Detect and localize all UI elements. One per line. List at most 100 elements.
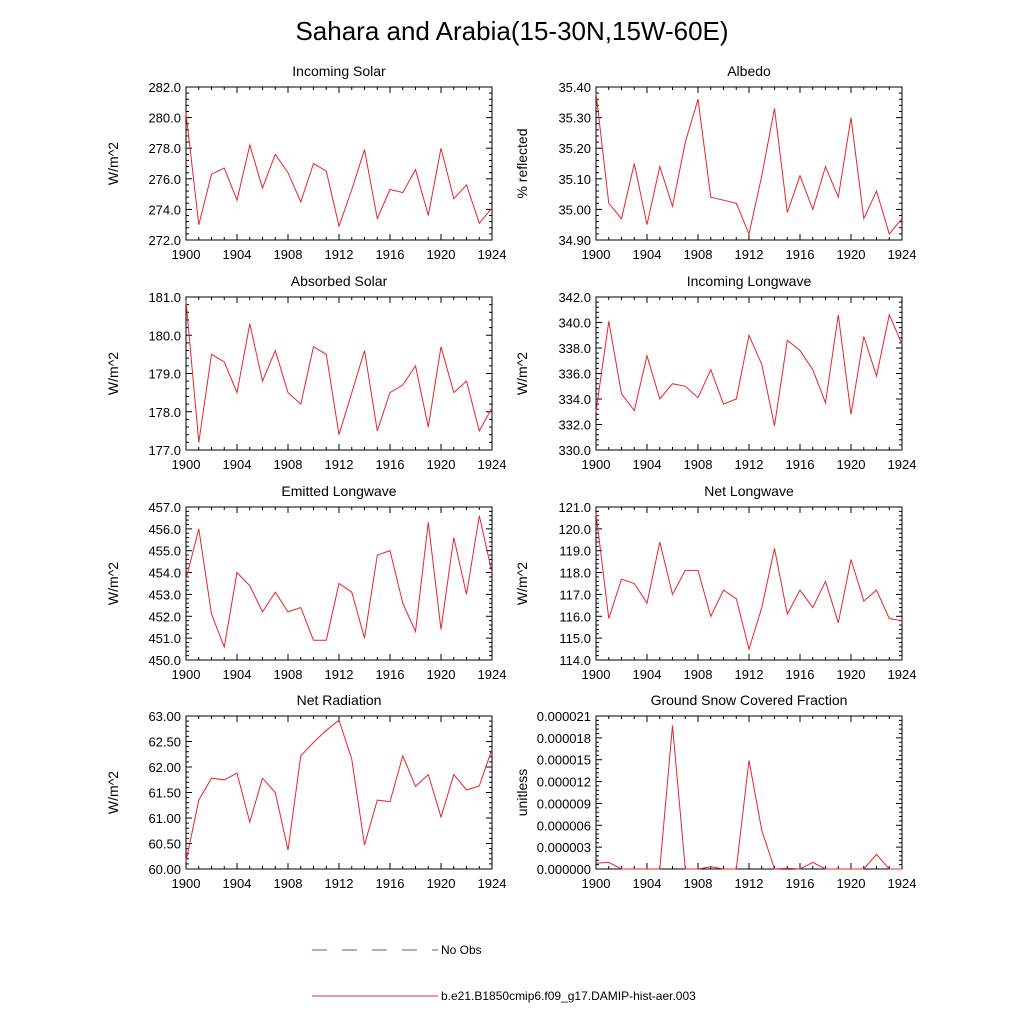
- x-tick-label: 1904: [223, 667, 252, 682]
- x-tick-label: 1904: [633, 457, 662, 472]
- x-tick-label: 1900: [582, 457, 611, 472]
- x-tick-label: 1920: [837, 667, 866, 682]
- panel-1: 1900 1904 1908 1912 1916 1920 1924 34.90 35.00 35…: [514, 63, 916, 262]
- x-tick-label: 1924: [888, 876, 917, 891]
- y-axis-label: W/m^2: [105, 142, 121, 185]
- x-tick-label: 1912: [325, 457, 354, 472]
- y-tick-label: 278.0: [148, 141, 181, 156]
- plot-frame: [595, 296, 903, 451]
- x-tick-label: 1924: [478, 667, 507, 682]
- x-tick-label: 1916: [786, 876, 815, 891]
- x-tick-label: 1920: [427, 667, 456, 682]
- y-tick-label: 121.0: [558, 500, 591, 515]
- series-line-0: [595, 725, 902, 870]
- y-tick-label: 0.000012: [537, 775, 591, 790]
- y-tick-label: 61.50: [148, 786, 181, 801]
- x-tick-label: 1912: [735, 247, 764, 262]
- x-tick-label: 1924: [888, 667, 917, 682]
- panel-2: 1900 1904 1908 1912 1916 1920 1924 177.0 178.0 17…: [105, 273, 506, 472]
- x-tick-label: 1924: [478, 876, 507, 891]
- y-tick-label: 282.0: [148, 80, 181, 95]
- x-tick-label: 1900: [172, 876, 201, 891]
- y-tick-label: 35.00: [558, 202, 591, 217]
- x-tick-label: 1916: [786, 667, 815, 682]
- series-line-0: [595, 513, 903, 651]
- x-tick-label: 1912: [325, 667, 354, 682]
- y-tick-label: 115.0: [559, 631, 591, 646]
- series-line-0: [185, 515, 493, 649]
- y-tick-label: 60.50: [148, 837, 181, 852]
- y-axis-label: W/m^2: [514, 562, 530, 605]
- y-tick-label: 35.20: [558, 141, 591, 156]
- y-tick-label: 116.0: [559, 609, 591, 624]
- y-tick-label: 179.0: [148, 367, 181, 382]
- series-line-0: [185, 300, 493, 443]
- x-tick-label: 1912: [325, 876, 354, 891]
- plot-frame: [595, 506, 903, 661]
- y-tick-label: 452.0: [148, 609, 181, 624]
- panel-3: 1900 1904 1908 1912 1916 1920 1924 330.0 332.0 33…: [514, 273, 916, 472]
- panel-title: Albedo: [727, 63, 771, 79]
- x-tick-label: 1900: [582, 247, 611, 262]
- x-tick-label: 1900: [172, 667, 201, 682]
- y-axis-label: W/m^2: [105, 352, 121, 395]
- y-tick-label: 274.0: [148, 202, 181, 217]
- y-tick-label: 336.0: [558, 367, 591, 382]
- panel-title: Ground Snow Covered Fraction: [651, 692, 848, 708]
- y-tick-label: 453.0: [148, 587, 181, 602]
- y-tick-label: 342.0: [558, 290, 591, 305]
- x-tick-label: 1904: [223, 876, 252, 891]
- x-tick-label: 1920: [837, 876, 866, 891]
- series-line-0: [595, 313, 903, 426]
- x-tick-label: 1912: [735, 457, 764, 472]
- x-tick-label: 1924: [478, 247, 507, 262]
- panel-7: 1900 1904 1908 1912 1916 1920 1924 0.000000 0.00…: [514, 692, 916, 891]
- x-tick-label: 1916: [376, 457, 405, 472]
- y-tick-label: 455.0: [148, 544, 181, 559]
- panel-5: 1900 1904 1908 1912 1916 1920 1924 114.0 115.0 11…: [514, 483, 916, 682]
- y-tick-label: 0.000018: [537, 731, 591, 746]
- y-tick-label: 114.0: [559, 653, 591, 668]
- x-tick-label: 1908: [684, 667, 713, 682]
- series-line-0: [185, 112, 493, 228]
- y-tick-label: 332.0: [558, 418, 591, 433]
- x-tick-label: 1920: [837, 457, 866, 472]
- y-axis-label: W/m^2: [105, 562, 121, 605]
- y-tick-label: 280.0: [148, 111, 181, 126]
- y-tick-label: 457.0: [148, 500, 181, 515]
- y-tick-label: 456.0: [148, 522, 181, 537]
- y-tick-label: 181.0: [148, 290, 181, 305]
- panel-title: Net Longwave: [704, 483, 794, 499]
- x-tick-label: 1908: [684, 876, 713, 891]
- x-tick-label: 1924: [478, 457, 507, 472]
- y-tick-label: 0.000000: [537, 862, 591, 877]
- y-tick-label: 454.0: [148, 566, 181, 581]
- x-tick-label: 1924: [888, 457, 917, 472]
- x-tick-label: 1916: [786, 247, 815, 262]
- y-tick-label: 330.0: [558, 443, 591, 458]
- series-line-0: [595, 93, 903, 236]
- panel-title: Emitted Longwave: [281, 483, 396, 499]
- plot-frame: [185, 715, 493, 870]
- x-tick-label: 1908: [274, 667, 303, 682]
- x-tick-label: 1900: [582, 667, 611, 682]
- plot-frame: [595, 86, 903, 241]
- x-tick-label: 1920: [427, 247, 456, 262]
- x-tick-label: 1916: [376, 667, 405, 682]
- y-tick-label: 0.000006: [537, 818, 591, 833]
- x-tick-label: 1904: [633, 667, 662, 682]
- x-tick-label: 1904: [223, 247, 252, 262]
- y-axis-label: W/m^2: [514, 352, 530, 395]
- legend-model-label: b.e21.B1850cmip6.f09_g17.DAMIP-hist-aer.…: [441, 989, 696, 1003]
- x-tick-label: 1904: [633, 876, 662, 891]
- x-tick-label: 1904: [223, 457, 252, 472]
- panel-title: Incoming Solar: [292, 63, 386, 79]
- x-tick-label: 1916: [376, 876, 405, 891]
- legend-no-obs-label: No Obs: [441, 943, 482, 957]
- y-tick-label: 0.000009: [537, 796, 591, 811]
- y-tick-label: 35.40: [558, 80, 591, 95]
- y-tick-label: 118.0: [559, 566, 591, 581]
- y-tick-label: 117.0: [559, 587, 591, 602]
- x-tick-label: 1908: [274, 457, 303, 472]
